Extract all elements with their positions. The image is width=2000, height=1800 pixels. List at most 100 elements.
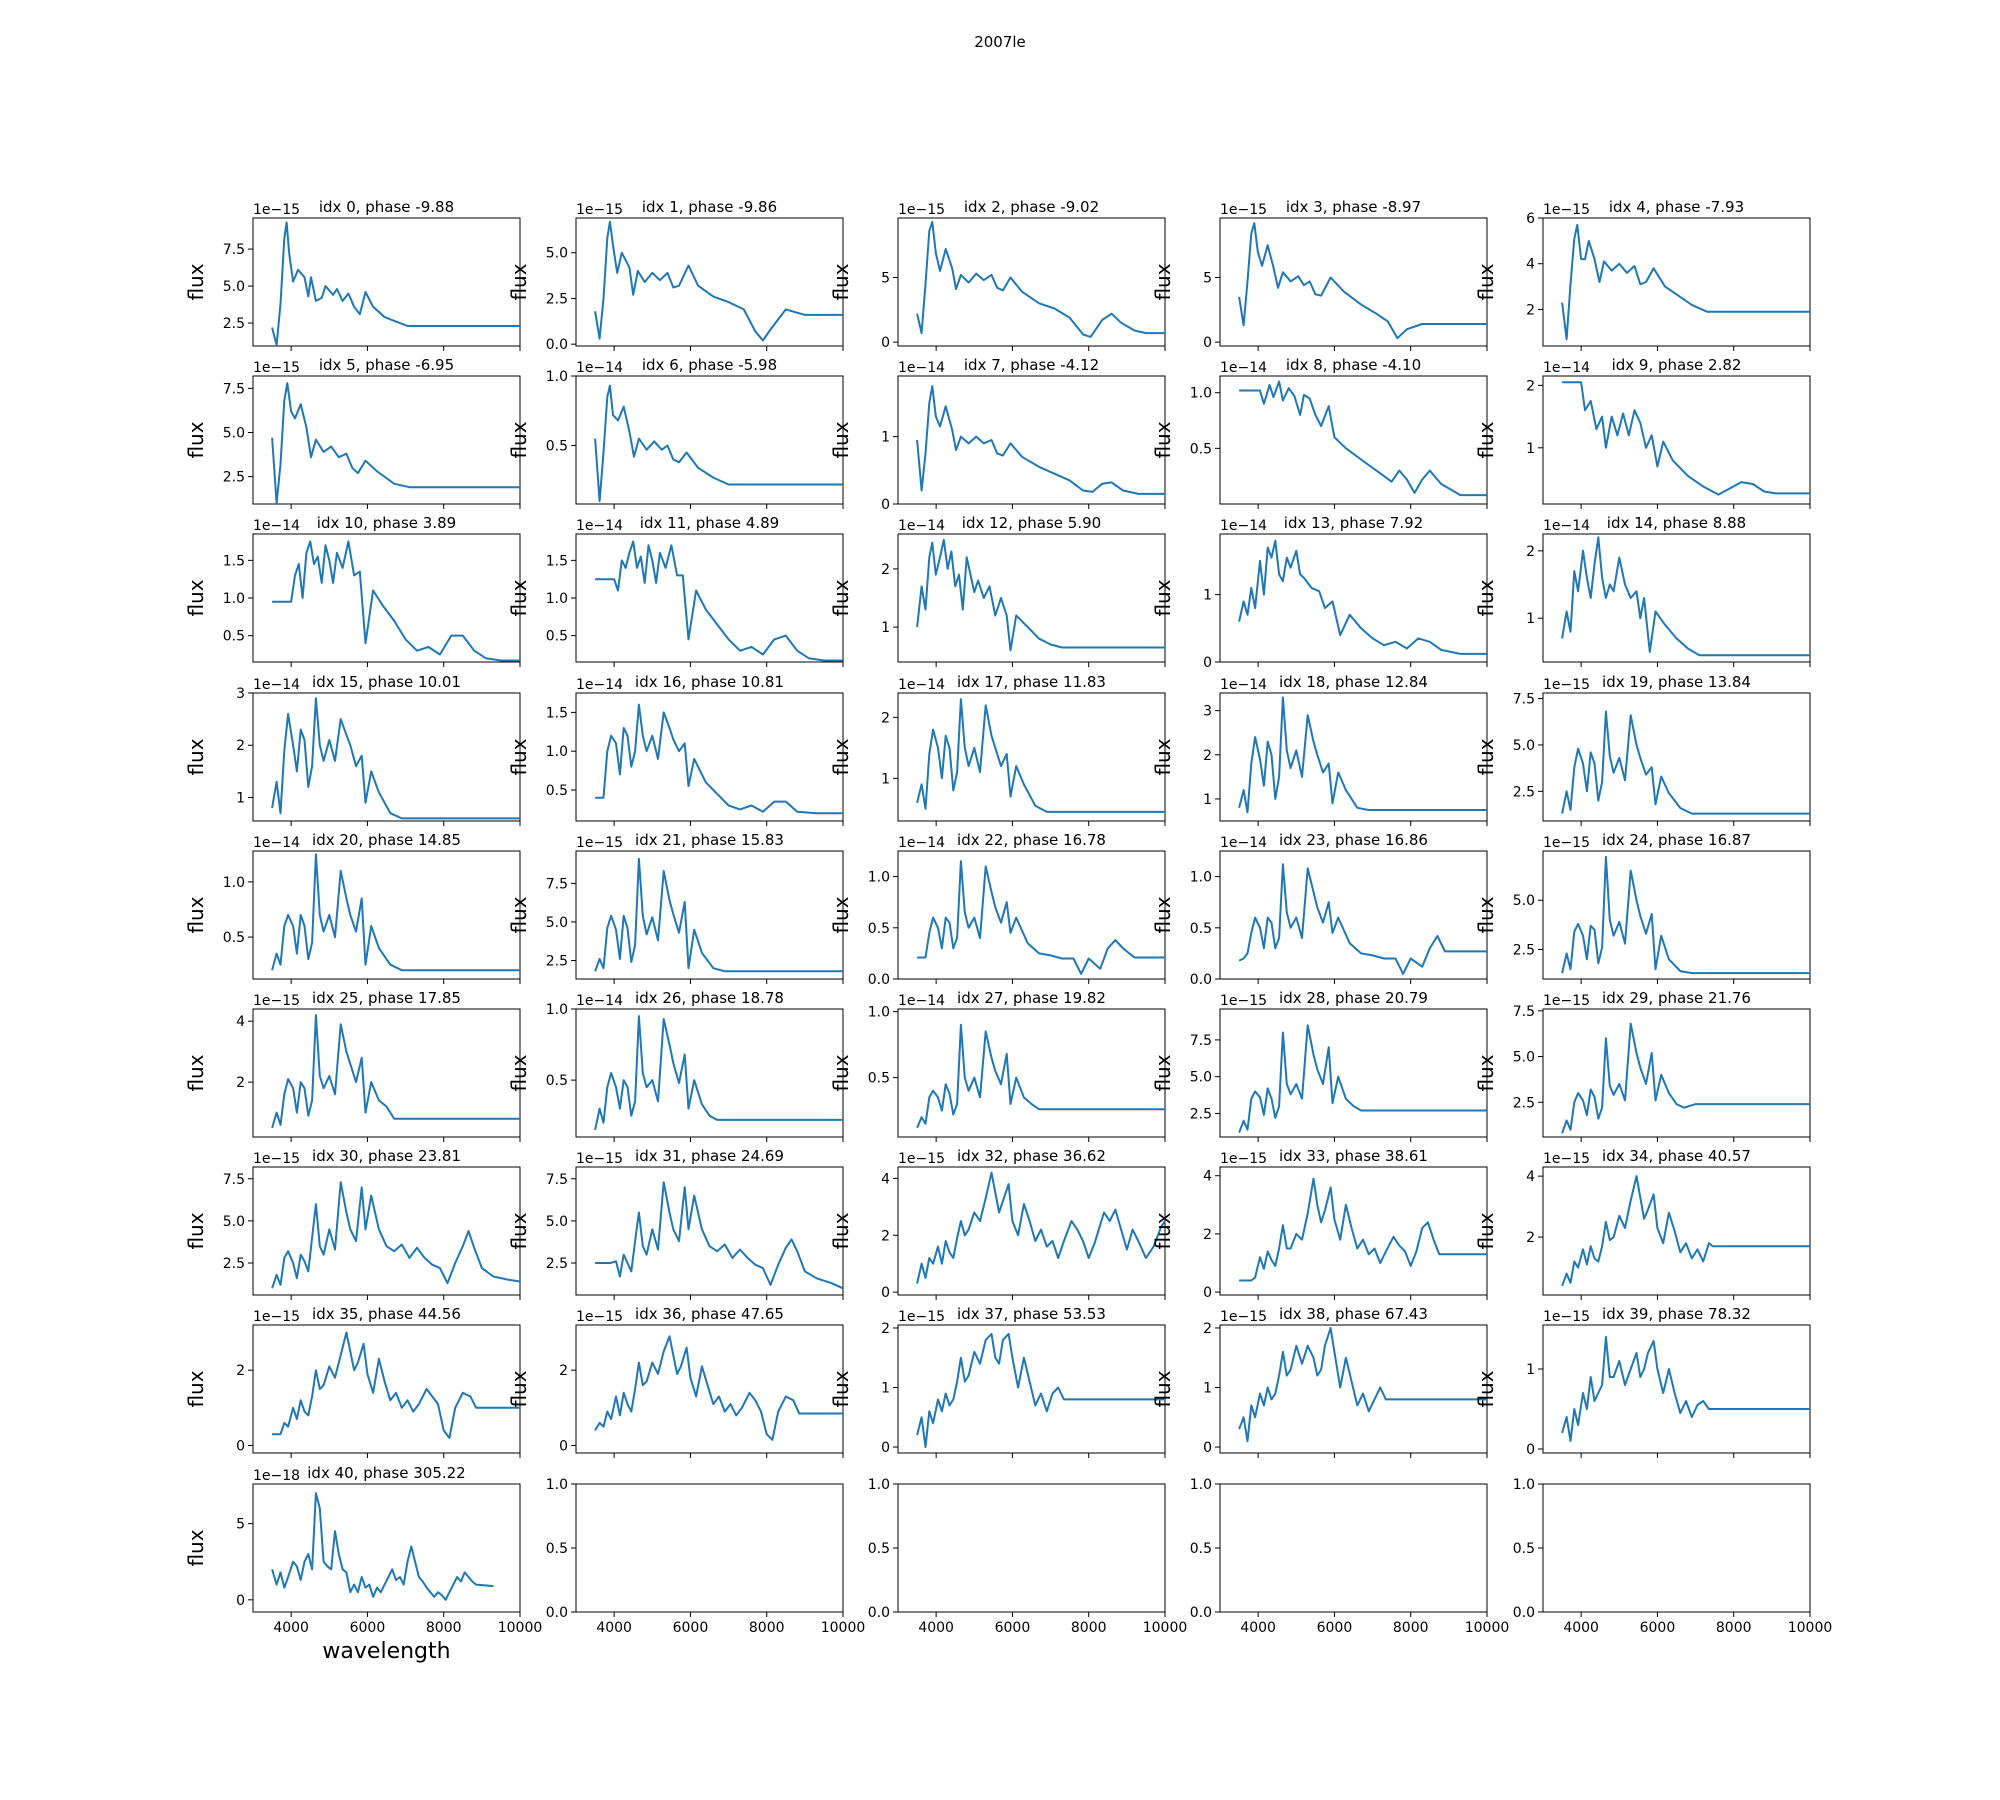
y-axis-label: flux	[184, 738, 208, 775]
spectrum-line	[1239, 1177, 1487, 1282]
subplot: 0 5 4000 6000 8000 10000 1e−18 idx 40, phase 30…	[184, 1464, 542, 1664]
subplot-title: idx 26, phase 18.78	[635, 989, 784, 1007]
y-tick-label: 0	[881, 497, 890, 513]
subplot: 2.5 5.0 7.5 1e−15 idx 30, phase 23.81 flux	[184, 1147, 521, 1300]
y-tick-label: 0.0	[1513, 1605, 1535, 1621]
spectrum-line	[271, 221, 520, 347]
y-tick-label: 0.5	[546, 1541, 568, 1557]
y-tick-label: 1.0	[223, 591, 245, 607]
subplot: 0 2 1e−15 idx 36, phase 47.65 flux	[507, 1305, 844, 1458]
y-tick-label: 0.5	[868, 1071, 890, 1087]
y-offset-label: 1e−15	[1220, 1309, 1267, 1325]
y-axis-label: flux	[1474, 1054, 1498, 1091]
axes-frame	[1542, 850, 1811, 980]
subplot-title: idx 29, phase 21.76	[1602, 989, 1751, 1007]
axes-frame	[252, 692, 521, 822]
y-tick-label: 1.0	[1513, 1477, 1535, 1493]
y-tick-label: 0	[881, 1440, 890, 1456]
y-tick-label: 1	[1526, 611, 1535, 627]
subplot: 1 2 1e−14 idx 17, phase 11.83 flux	[829, 673, 1166, 826]
axes-frame	[252, 375, 521, 505]
x-tick-label: 10000	[821, 1620, 866, 1636]
y-tick-label: 2	[1526, 544, 1535, 560]
y-tick-label: 1.0	[868, 870, 890, 886]
subplot: 0.5 1.0 1e−14 idx 20, phase 14.85 flux	[184, 831, 521, 984]
y-tick-label: 4	[1526, 1169, 1535, 1185]
subplot-title: idx 11, phase 4.89	[640, 514, 779, 532]
y-tick-label: 0.5	[1190, 441, 1212, 457]
y-offset-label: 1e−14	[898, 518, 945, 534]
subplot: 1 2 1e−14 idx 9, phase 2.82 flux	[1474, 356, 1811, 509]
y-offset-label: 1e−15	[1543, 993, 1590, 1009]
subplot: 2 4 1e−15 idx 25, phase 17.85 flux	[184, 989, 521, 1142]
y-axis-label: flux	[507, 1212, 531, 1249]
y-axis-label: flux	[507, 738, 531, 775]
subplot-title: idx 30, phase 23.81	[312, 1147, 461, 1165]
spectrum-line	[1238, 1327, 1487, 1443]
subplot: 2.5 5.0 7.5 1e−15 idx 31, phase 24.69 flux	[507, 1147, 844, 1300]
subplot: 2.5 5.0 7.5 1e−15 idx 0, phase -9.88 flux	[184, 198, 521, 351]
y-axis-label: flux	[1151, 579, 1175, 616]
y-tick-label: 1.5	[546, 705, 568, 721]
y-tick-label: 2	[1203, 1321, 1212, 1337]
subplot-title: idx 37, phase 53.53	[957, 1305, 1106, 1323]
y-tick-label: 7.5	[546, 1172, 568, 1188]
y-tick-label: 4	[236, 1014, 245, 1030]
y-axis-label: flux	[507, 263, 531, 300]
y-axis-label: flux	[507, 896, 531, 933]
y-tick-label: 1.5	[223, 553, 245, 569]
y-axis-label: flux	[1474, 1370, 1498, 1407]
axes-frame	[575, 1324, 844, 1454]
y-offset-label: 1e−14	[898, 360, 945, 376]
y-tick-label: 2	[881, 1321, 890, 1337]
axes-frame	[252, 850, 521, 980]
y-tick-label: 1.0	[223, 875, 245, 891]
y-tick-label: 5.0	[546, 915, 568, 931]
x-tick-label: 8000	[426, 1620, 462, 1636]
subplot: 0 1 1e−14 idx 13, phase 7.92 flux	[1151, 514, 1488, 671]
y-tick-label: 0.5	[1190, 921, 1212, 937]
axes-frame	[575, 1008, 844, 1138]
y-tick-label: 2	[881, 562, 890, 578]
y-tick-label: 4	[881, 1171, 890, 1187]
axes-frame	[1542, 533, 1811, 663]
y-tick-label: 0	[1526, 1442, 1535, 1458]
x-tick-label: 10000	[498, 1620, 543, 1636]
y-tick-label: 0.5	[546, 1073, 568, 1089]
subplot-title: idx 13, phase 7.92	[1284, 514, 1423, 532]
y-offset-label: 1e−14	[1220, 835, 1267, 851]
y-offset-label: 1e−15	[898, 202, 945, 218]
subplot: 0.5 1.0 1e−14 idx 8, phase -4.10 flux	[1151, 356, 1488, 509]
subplot-title: idx 3, phase -8.97	[1286, 198, 1421, 216]
y-tick-label: 2.5	[223, 1256, 245, 1272]
y-tick-label: 0.0	[1190, 1605, 1212, 1621]
y-tick-label: 1.0	[546, 744, 568, 760]
y-offset-label: 1e−14	[576, 360, 623, 376]
subplot-title: idx 24, phase 16.87	[1602, 831, 1751, 849]
figure-title: 2007le	[974, 33, 1026, 51]
subplot: 0 1 2 1e−15 idx 38, phase 67.43 flux	[1151, 1305, 1488, 1458]
x-axis-label: wavelength	[322, 1639, 450, 1664]
y-offset-label: 1e−15	[253, 360, 300, 376]
subplot-title: idx 22, phase 16.78	[957, 831, 1106, 849]
y-axis-label: flux	[1474, 1212, 1498, 1249]
spectrum-line	[1561, 536, 1810, 657]
subplot-title: idx 23, phase 16.86	[1279, 831, 1428, 849]
y-tick-label: 2	[236, 738, 245, 754]
x-tick-label: 4000	[918, 1620, 954, 1636]
subplot-title: idx 18, phase 12.84	[1279, 673, 1428, 691]
subplot: 1 2 3 1e−14 idx 18, phase 12.84 flux	[1151, 673, 1488, 826]
y-tick-label: 5	[236, 1517, 245, 1533]
y-tick-label: 0	[559, 1438, 568, 1454]
x-tick-label: 6000	[1317, 1620, 1353, 1636]
subplot-title: idx 32, phase 36.62	[957, 1147, 1106, 1165]
y-tick-label: 1.0	[1190, 386, 1212, 402]
spectrum-line	[1238, 863, 1487, 975]
x-tick-label: 4000	[596, 1620, 632, 1636]
y-offset-label: 1e−14	[576, 993, 623, 1009]
y-axis-label: flux	[507, 1054, 531, 1091]
y-tick-label: 5.0	[223, 279, 245, 295]
y-axis-label: flux	[184, 1054, 208, 1091]
x-tick-label: 6000	[1640, 1620, 1676, 1636]
y-tick-label: 2	[236, 1075, 245, 1091]
